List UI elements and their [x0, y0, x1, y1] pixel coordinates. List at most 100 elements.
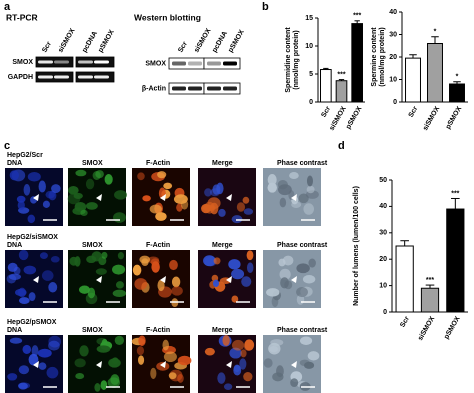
gel-band — [172, 61, 186, 66]
gel-band — [207, 61, 221, 66]
significance: * — [456, 74, 459, 81]
cell — [272, 372, 284, 382]
cell — [108, 358, 121, 368]
row-label: HepG2/pSMOX — [7, 319, 57, 326]
cell — [162, 339, 169, 351]
row-label: HepG2/siSMOX — [7, 234, 58, 241]
cell — [114, 335, 125, 345]
y-axis-label: Spermine content — [371, 27, 378, 87]
cell — [204, 188, 212, 197]
cell — [157, 171, 167, 179]
cell — [242, 196, 250, 204]
cell — [279, 197, 287, 208]
arrowhead — [291, 361, 297, 368]
column-label: SMOX — [82, 327, 103, 334]
lane-label: Scr — [177, 40, 189, 54]
cell — [38, 362, 47, 370]
y-tick-label: 40 — [379, 203, 387, 210]
cell — [213, 257, 221, 265]
x-tick-label: pSMOX — [445, 105, 464, 130]
cell — [23, 184, 31, 196]
cell — [132, 264, 142, 276]
significance: *** — [451, 190, 459, 197]
arrowhead — [96, 276, 102, 283]
lane-label: Scr — [41, 40, 53, 54]
cell — [204, 201, 215, 214]
row-label: SMOX — [145, 60, 166, 67]
column-label: Phase contrast — [277, 160, 328, 167]
arrowhead — [160, 194, 166, 201]
arrowhead — [226, 361, 232, 368]
cell — [157, 279, 165, 292]
cell — [279, 268, 291, 281]
cell — [50, 256, 60, 263]
cell — [290, 378, 299, 387]
cell — [7, 373, 18, 381]
gel-band — [188, 86, 202, 91]
cell — [241, 276, 252, 287]
cell — [155, 212, 167, 221]
panel-label: c — [4, 140, 10, 152]
arrowhead — [160, 361, 166, 368]
cell — [296, 263, 310, 274]
cell — [107, 377, 121, 388]
cell — [246, 262, 254, 274]
cell — [78, 285, 91, 294]
arrowhead — [291, 276, 297, 283]
column-label: SMOX — [82, 242, 103, 249]
arrowhead — [160, 276, 166, 283]
cell — [117, 252, 125, 260]
gel-box — [203, 82, 241, 95]
cell — [75, 373, 85, 380]
lane-label: siSMOX — [57, 27, 76, 54]
panel-label: a — [4, 1, 11, 13]
cell — [39, 252, 48, 260]
gel-band — [223, 86, 237, 91]
gel-band — [188, 61, 202, 66]
cell — [231, 295, 239, 303]
bar — [320, 69, 332, 103]
cell — [15, 288, 27, 297]
arrowhead — [226, 276, 232, 283]
cell — [240, 349, 247, 358]
cell — [243, 208, 254, 215]
cell — [150, 367, 157, 380]
cell — [73, 192, 83, 199]
cell — [171, 276, 181, 288]
column-label: Merge — [212, 327, 233, 334]
bar — [395, 245, 414, 313]
cell — [27, 214, 36, 224]
cell — [18, 297, 30, 304]
gel-band — [54, 60, 69, 64]
cell — [231, 215, 243, 224]
cell — [75, 169, 87, 177]
cell — [114, 190, 128, 200]
bar — [405, 57, 421, 103]
y-axis-label: Spermidine content — [285, 27, 292, 93]
cell — [231, 268, 245, 280]
arrowhead — [291, 194, 297, 201]
cell — [104, 174, 113, 185]
gel-band — [78, 60, 93, 64]
y-tick-label: 10 — [389, 76, 397, 83]
cell — [177, 355, 192, 366]
cell — [277, 179, 288, 190]
y-tick-label: 0 — [309, 99, 313, 106]
significance: *** — [426, 277, 434, 284]
column-label: SMOX — [82, 160, 103, 167]
cell — [27, 172, 41, 182]
y-tick-label: 10 — [305, 43, 313, 50]
bar — [449, 83, 465, 103]
cell — [228, 259, 241, 270]
gel-band — [223, 61, 237, 66]
cell — [218, 208, 226, 217]
lane-label: pSMOX — [227, 29, 246, 54]
column-label: F-Actin — [146, 160, 170, 167]
significance: * — [434, 29, 437, 36]
column-label: DNA — [7, 327, 22, 334]
cell — [46, 366, 59, 379]
cell — [85, 178, 95, 190]
significance: *** — [353, 13, 361, 20]
cell — [163, 351, 177, 363]
cell — [233, 364, 241, 373]
